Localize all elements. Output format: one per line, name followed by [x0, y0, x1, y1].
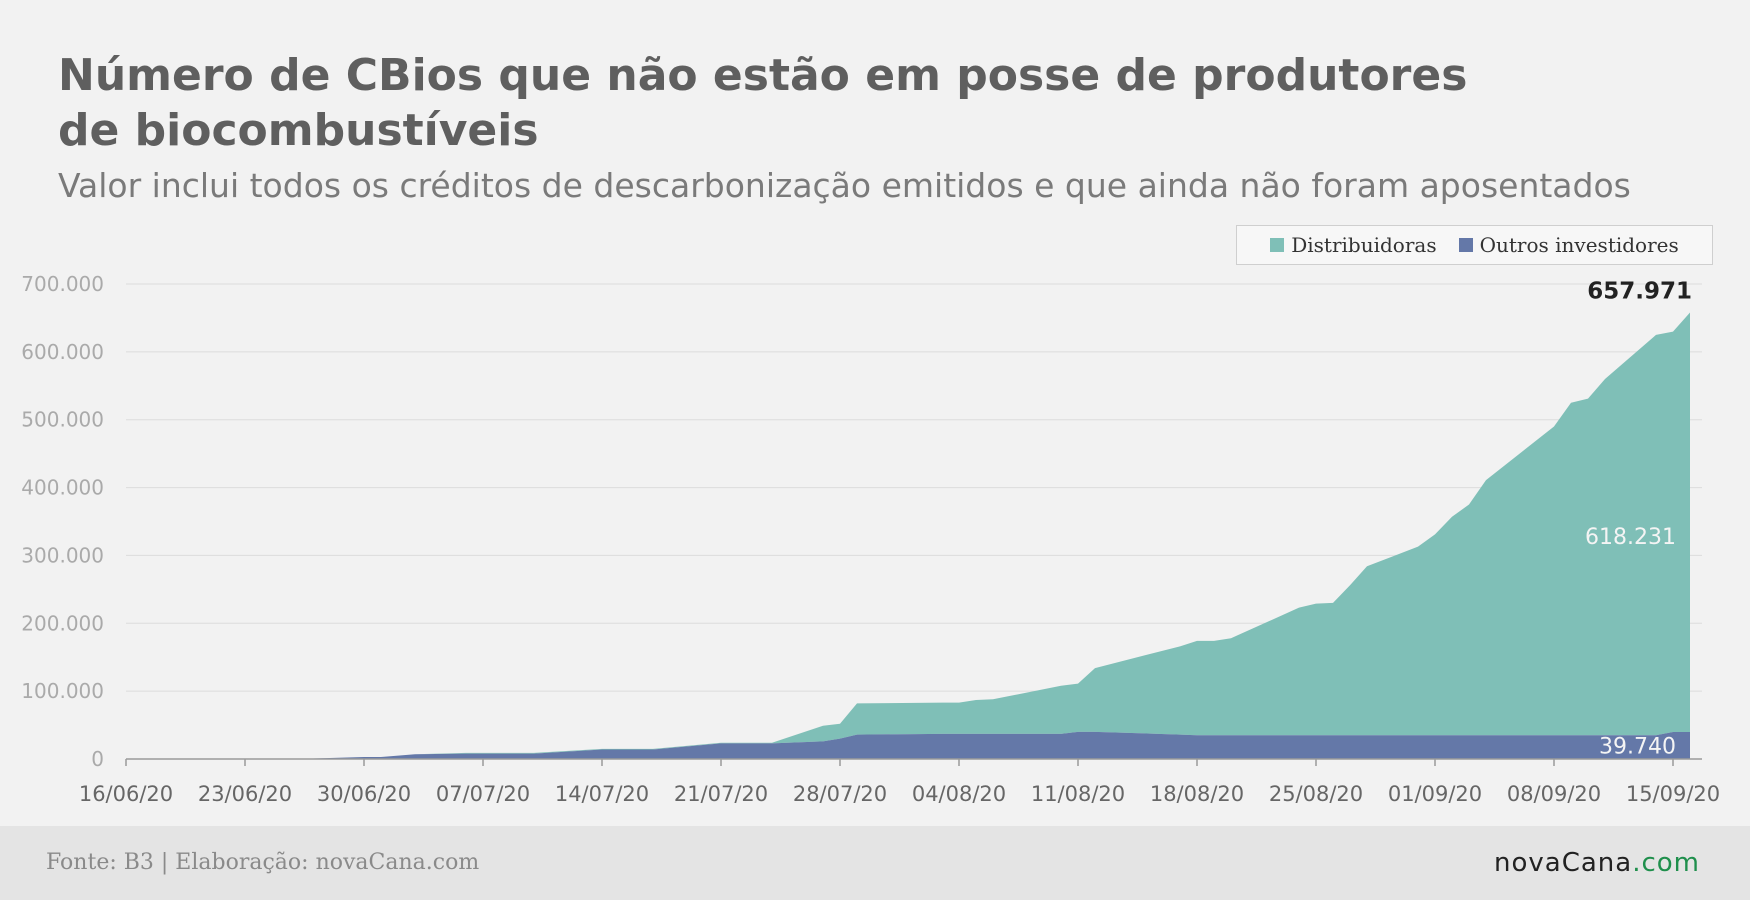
x-tick-label: 23/06/20: [198, 782, 292, 806]
x-tick-label: 11/08/20: [1031, 782, 1125, 806]
x-tick-label: 21/07/20: [674, 782, 768, 806]
legend-item-distribuidoras: Distribuidoras: [1270, 233, 1437, 257]
x-tick-label: 28/07/20: [793, 782, 887, 806]
legend-label-distribuidoras: Distribuidoras: [1291, 233, 1437, 257]
legend-item-outros-investidores: Outros investidores: [1458, 233, 1679, 257]
footer: Fonte: B3 | Elaboração: novaCana.com nov…: [0, 826, 1750, 900]
x-tick-label: 08/09/20: [1507, 782, 1601, 806]
annotation-total: 657.971: [1587, 279, 1692, 305]
x-tick-label: 30/06/20: [317, 782, 411, 806]
x-tick-label: 07/07/20: [436, 782, 530, 806]
chart-subtitle: Valor inclui todos os créditos de descar…: [58, 166, 1631, 205]
brand-suffix: .com: [1632, 848, 1700, 878]
y-tick-label: 500.000: [21, 408, 104, 432]
y-tick-label: 700.000: [21, 272, 104, 296]
x-tick-label: 14/07/20: [555, 782, 649, 806]
chart-title: Número de CBios que não estão em posse d…: [58, 50, 1468, 156]
source-note: Fonte: B3 | Elaboração: novaCana.com: [46, 850, 480, 875]
x-tick-label: 01/09/20: [1388, 782, 1482, 806]
y-tick-label: 600.000: [21, 340, 104, 364]
y-tick-label: 400.000: [21, 476, 104, 500]
legend-swatch-outros-investidores: [1458, 238, 1473, 252]
y-tick-label: 300.000: [21, 543, 104, 567]
legend-label-outros-investidores: Outros investidores: [1479, 233, 1679, 257]
x-tick-label: 18/08/20: [1150, 782, 1244, 806]
legend-swatch-distribuidoras: [1270, 238, 1285, 252]
brand-name: novaCana: [1494, 848, 1633, 878]
x-tick-label: 25/08/20: [1269, 782, 1363, 806]
x-tick-label: 04/08/20: [912, 782, 1006, 806]
y-tick-label: 100.000: [21, 679, 104, 703]
y-tick-label: 0: [91, 747, 104, 771]
annotation-distribuidoras: 618.231: [1585, 525, 1676, 550]
x-tick-label: 16/06/20: [79, 782, 173, 806]
x-tick-label: 15/09/20: [1626, 782, 1720, 806]
y-tick-label: 200.000: [21, 611, 104, 635]
chart-legend: Distribuidoras Outros investidores: [1236, 225, 1713, 265]
area-outros-investidores: [126, 731, 1690, 759]
area-chart: 0 100.000 200.000 300.000 400.000 500.000 600.…: [21, 272, 1720, 806]
area-distribuidoras: [126, 312, 1690, 759]
annotation-outros-investidores: 39.740: [1599, 735, 1676, 760]
brand-logo: novaCana.com: [1494, 848, 1700, 878]
